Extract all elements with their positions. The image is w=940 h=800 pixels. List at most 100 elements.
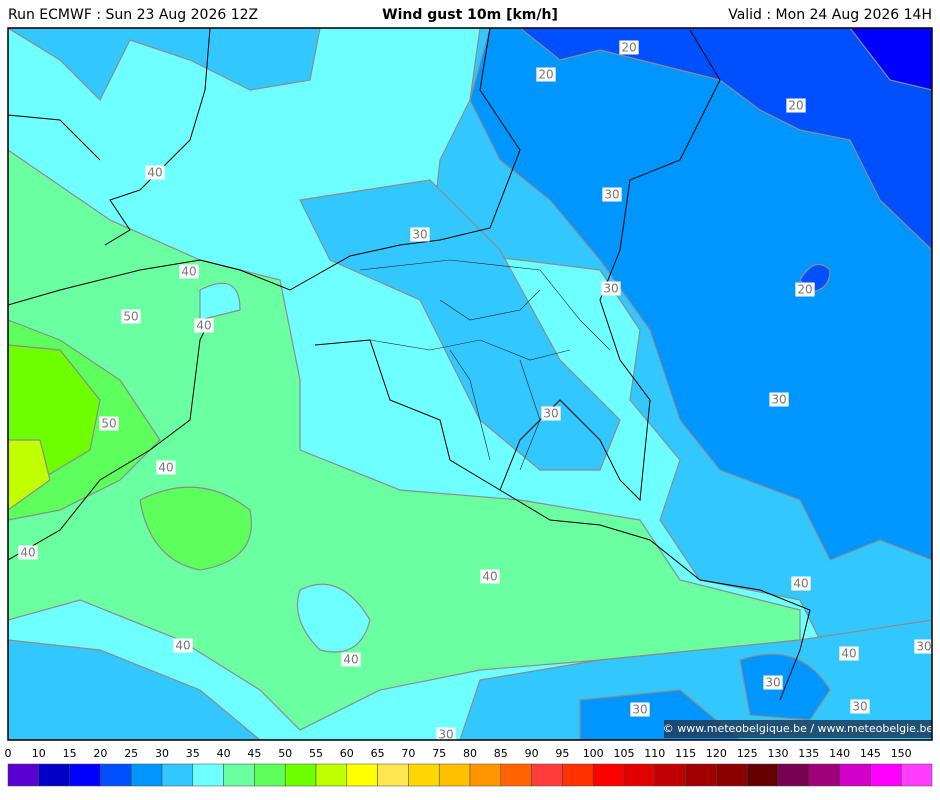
scale-label: 50 [278,747,292,760]
scale-label: 105 [614,747,635,760]
contour-label-box [341,652,361,667]
scale-label: 60 [340,747,354,760]
field-area [8,639,261,740]
scale-label: 75 [432,747,446,760]
scale-swatch [192,763,224,787]
contour-label: 30 [765,676,780,690]
contour-label-box [18,545,38,560]
country-border [314,29,811,701]
scale-swatch [716,763,748,787]
scale-label: 65 [371,747,385,760]
contour-label: 30 [771,393,786,407]
scale-label: 20 [93,747,107,760]
contour-label: 30 [438,728,453,742]
scale-label: 10 [32,747,46,760]
scale-label: 135 [798,747,819,760]
contour-label: 20 [797,283,812,297]
contour-label-box [173,638,193,653]
contour-label-box [410,227,430,242]
scale-label: 90 [525,747,539,760]
contour-label-box [795,282,815,297]
scale-label: 100 [583,747,604,760]
field-area [8,439,51,511]
scale-label: 130 [768,747,789,760]
scale-label: 110 [644,747,665,760]
field-area [139,486,252,571]
valid-info: Valid : Mon 24 Aug 2026 14H [728,7,932,23]
scale-swatch [592,763,625,787]
scale-swatch [223,763,255,787]
scale-label: 35 [186,747,200,760]
scale-swatch [346,763,378,787]
contour-label: 20 [788,99,803,113]
field-area [199,282,241,321]
contour-label: 30 [632,703,647,717]
scale-swatch [315,763,348,787]
scale-swatch [531,763,563,787]
scale-label: 80 [463,747,477,760]
region-border [359,259,611,471]
contour-labels: 20 20 20 30 30 30 20 30 30 40 40 50 40 5… [18,40,932,742]
contour-label-box [156,460,176,475]
contour-label-box [480,569,500,584]
scale-label: 115 [675,747,696,760]
contour-label-box [121,309,141,324]
contour-label: 40 [841,647,856,661]
field-area [469,28,932,561]
copyright: © www.meteobelgique.be / www.meteobelgie… [663,722,934,735]
contour-label: 40 [482,570,497,584]
scale-label: 15 [63,747,77,760]
scale-swatch [839,763,871,787]
contour-label: 40 [793,577,808,591]
scale-swatch [69,763,101,787]
scale-swatch [808,763,840,787]
scale-label: 140 [829,747,850,760]
map-title: Wind gust 10m [km/h] [382,7,558,23]
field-area [519,28,932,251]
scale-label: 150 [891,747,912,760]
contour-label: 30 [916,640,931,654]
contour-label-box [914,639,932,654]
contour-label-box [601,281,621,296]
contour-label-box [786,98,806,113]
contour-label: 50 [123,310,138,324]
scale-label: 30 [155,747,169,760]
scale-label: 55 [309,747,323,760]
scale-label: 145 [860,747,881,760]
scale-label: 120 [706,747,727,760]
scale-label: 0 [5,747,12,760]
contour-label-box [850,699,870,714]
scale-swatch [870,763,902,787]
contour-label-box [145,165,165,180]
contour-label: 40 [181,265,196,279]
scale-label: 25 [124,747,138,760]
scale-swatch [408,763,440,787]
contour-label: 20 [621,41,636,55]
scale-swatch [562,763,594,787]
contour-label: 30 [543,407,558,421]
contour-label: 40 [175,639,190,653]
scale-label: 45 [247,747,261,760]
field-area [8,28,321,102]
map-frame [7,27,933,741]
field-area [296,583,371,653]
field-area [849,28,932,91]
contour-label: 40 [20,546,35,560]
copyright-box [664,720,932,738]
scale-swatch [900,763,933,787]
contour-label: 30 [604,188,619,202]
scale-label: 125 [737,747,758,760]
contour-label-box [791,576,811,591]
scale-swatch [377,763,409,787]
map: 20 20 20 30 30 30 20 30 30 40 40 50 40 5… [7,27,934,742]
contour-label-box [179,264,199,279]
scale-swatch [777,763,810,787]
scale-swatch [654,763,686,787]
contour-label: 40 [158,461,173,475]
field-area [299,179,621,471]
scale-label: 40 [217,747,231,760]
contour-label-box [769,392,789,407]
scale-swatch [7,763,40,787]
scale-swatch [161,763,194,787]
